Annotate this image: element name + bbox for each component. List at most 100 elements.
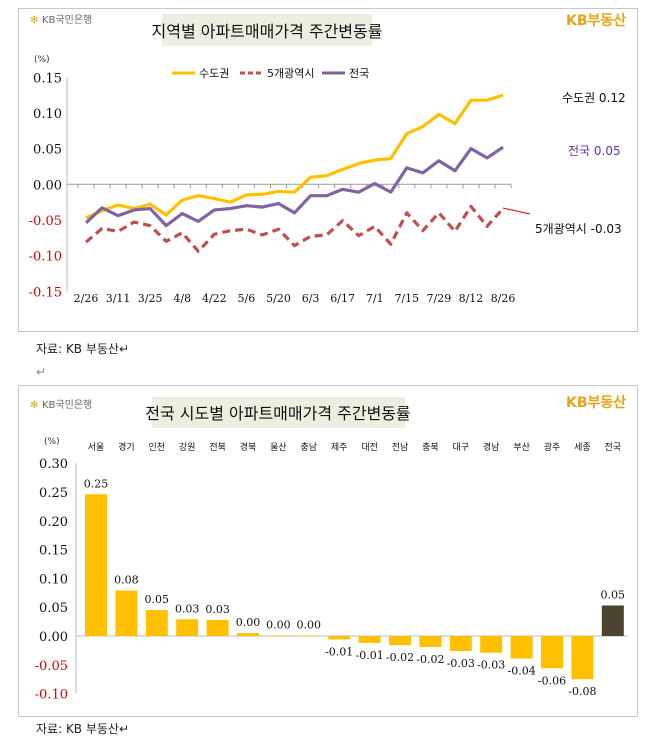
y-tick-label: 0.15 (39, 544, 68, 559)
kb-bank-logo-text: KB국민은행 (42, 399, 92, 411)
category-label: 경북 (240, 441, 257, 453)
legend: 수도권 5개광역시 전국 (172, 67, 369, 80)
category-label: 인천 (149, 442, 166, 453)
data-label: 0.03 (175, 602, 200, 615)
bar (237, 633, 259, 636)
bar (419, 636, 442, 647)
legend-label: 5개광역시 (267, 67, 314, 80)
source-note: 자료: KB 부동산↵ (36, 722, 130, 736)
category-label: 전국 (605, 442, 622, 453)
data-label: -0.02 (386, 651, 414, 664)
x-tick-label: 6/17 (330, 292, 355, 305)
data-label: -0.03 (477, 659, 505, 672)
data-label: -0.06 (538, 674, 566, 687)
data-label: 0.05 (145, 593, 170, 606)
data-label: 0.25 (84, 477, 109, 490)
y-tick-label: 0.05 (33, 143, 62, 158)
bar (328, 636, 351, 640)
x-tick-label: 3/11 (106, 292, 131, 305)
line-chart-frame (18, 8, 638, 332)
y-tick-label: 0.25 (39, 486, 68, 501)
y-tick-label: -0.15 (29, 285, 62, 300)
category-label: 충북 (422, 442, 439, 453)
y-unit-label: (%) (34, 55, 50, 65)
category-label: 대구 (453, 442, 470, 453)
category-label: 전북 (209, 442, 226, 453)
bar (206, 619, 229, 636)
x-tick-label: 5/20 (266, 292, 291, 305)
x-tick-label: 7/1 (366, 292, 384, 305)
y-tick-label: -0.10 (35, 688, 68, 703)
x-tick-label: 4/8 (173, 292, 191, 305)
data-label: 0.03 (205, 603, 230, 616)
paragraph-mark: ↵ (36, 365, 47, 379)
bar (85, 494, 107, 636)
bar (449, 636, 472, 651)
kb-real-estate-logo: KB부동산 (566, 394, 626, 411)
data-label: 0.00 (297, 618, 322, 631)
x-tick-label: 5/6 (238, 292, 256, 305)
category-label: 광주 (544, 441, 561, 453)
bar-chart: ✻ KB국민은행 KB부동산 전국 시도별 아파트매매가격 주간변동률 (%) … (30, 394, 628, 703)
y-tick-label: 0.30 (39, 457, 68, 472)
kb-bank-logo: ✻ (30, 15, 38, 26)
x-tick-label: 3/25 (138, 292, 163, 305)
end-label-metro: 5개광역시 -0.03 (535, 222, 622, 236)
leader-line (502, 207, 531, 215)
chart-title: 지역별 아파트매매가격 주간변동률 (152, 22, 383, 41)
kb-bank-logo-text: KB국민은행 (42, 14, 92, 26)
category-label: 부산 (513, 442, 530, 453)
x-tick-label: 8/12 (459, 292, 484, 305)
end-label-national: 전국 0.05 (568, 144, 621, 158)
data-label: -0.02 (416, 653, 444, 666)
category-label: 울산 (270, 442, 287, 453)
data-label: -0.08 (568, 685, 596, 698)
bar (510, 636, 533, 659)
bar (601, 605, 624, 636)
bar (541, 636, 563, 669)
kb-real-estate-logo: KB부동산 (566, 12, 626, 29)
x-tick-label: 7/29 (427, 292, 452, 305)
data-label: -0.04 (507, 664, 535, 677)
y-tick-label: 0.15 (33, 71, 62, 86)
y-unit-label: (%) (44, 437, 60, 447)
data-label: -0.01 (325, 645, 353, 658)
legend-label: 수도권 (199, 67, 229, 80)
y-tick-label: 0.10 (39, 572, 68, 587)
chart-title: 전국 시도별 아파트매매가격 주간변동률 (145, 404, 411, 423)
y-tick-label: 0.00 (33, 178, 62, 193)
bar (571, 636, 594, 680)
bar (145, 610, 168, 636)
bar (297, 635, 320, 637)
category-label: 전남 (392, 442, 409, 453)
category-label: 경기 (118, 441, 135, 453)
kb-bank-logo: ✻ (30, 400, 38, 411)
y-tick-label: -0.05 (35, 659, 68, 674)
x-tick-label: 4/22 (202, 292, 227, 305)
x-tick-label: 6/3 (302, 292, 320, 305)
line-chart: ✻ KB국민은행 KB부동산 지역별 아파트매매가격 주간변동률 (%) 수도권… (29, 12, 627, 305)
y-tick-label: 0.10 (33, 107, 62, 122)
y-tick-label: 0.05 (39, 601, 68, 616)
bar (480, 636, 503, 653)
data-label: 0.00 (236, 616, 261, 629)
category-label: 대전 (361, 442, 378, 453)
bar (176, 619, 199, 636)
y-tick-label: 0.00 (39, 630, 68, 645)
category-label: 경남 (483, 441, 500, 453)
source-note: 자료: KB 부동산↵ (36, 342, 130, 356)
title-background (152, 397, 405, 428)
legend-label: 전국 (349, 67, 369, 80)
data-label: 0.05 (601, 588, 626, 601)
data-label: 0.00 (266, 618, 291, 631)
data-label: -0.01 (355, 649, 383, 662)
bar-chart-frame (18, 385, 638, 717)
x-tick-label: 2/26 (74, 292, 99, 305)
y-tick-label: 0.20 (39, 515, 68, 530)
y-tick-label: -0.05 (29, 214, 62, 229)
title-background (162, 14, 372, 46)
category-label: 제주 (331, 442, 348, 453)
x-tick-label: 7/15 (394, 292, 419, 305)
